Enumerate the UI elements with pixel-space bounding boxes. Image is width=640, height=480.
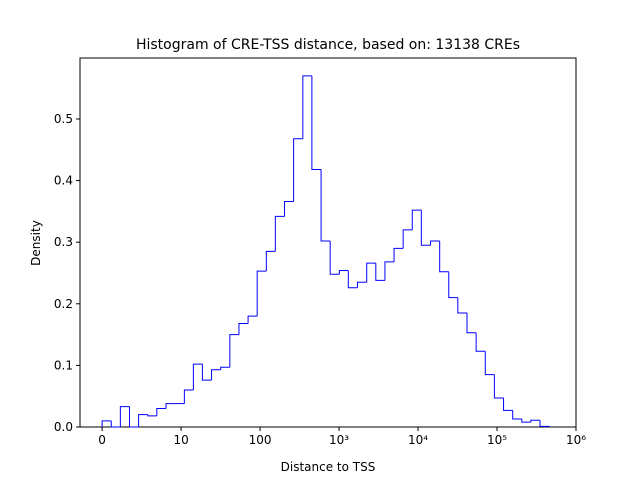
histogram-bin (129, 406, 139, 428)
histogram-bin (475, 332, 486, 352)
y-tick-label: 0.0 (54, 420, 73, 434)
histogram-bin (539, 420, 550, 427)
histogram-bin (119, 406, 130, 427)
histogram-bin (165, 403, 176, 409)
histogram-bin (201, 364, 212, 381)
histogram-bin (284, 201, 294, 217)
histogram-bin (311, 75, 322, 171)
y-tick-label: 0.5 (54, 112, 73, 126)
histogram-bin (420, 210, 431, 246)
histogram-bin (521, 418, 531, 423)
histogram-bin (393, 247, 404, 262)
histogram-bin (220, 366, 230, 370)
x-tick-label: 10³ (329, 433, 349, 447)
histogram-bin (156, 408, 167, 416)
histogram-bin (302, 75, 312, 139)
y-tick-label: 0.1 (54, 358, 73, 372)
histogram-bin (430, 240, 440, 246)
histogram-bin (256, 270, 267, 317)
y-tick-label: 0.3 (54, 235, 73, 249)
histogram-bin (183, 389, 194, 404)
y-tick-label: 0.2 (54, 297, 73, 311)
x-tick-label: 100 (249, 433, 272, 447)
y-axis-label: Density (29, 220, 43, 266)
histogram-bin (147, 414, 157, 417)
x-tick-label: 10⁶ (566, 433, 586, 447)
histogram-bin (411, 209, 422, 230)
x-tick-label: 10⁵ (487, 433, 507, 447)
histogram-bin (338, 270, 349, 275)
histogram-bin (484, 351, 495, 376)
histogram-bin (503, 398, 513, 411)
histogram-bin (229, 334, 239, 368)
y-tick-label: 0.4 (54, 174, 73, 188)
histogram-bin (192, 363, 203, 391)
histogram-bin (384, 261, 395, 281)
histogram-bin (457, 297, 468, 314)
histogram-bin (247, 315, 258, 324)
histogram-bin (238, 323, 249, 335)
histogram-bin (530, 419, 540, 423)
histogram-bin (402, 229, 413, 249)
x-tick-label: 10⁴ (408, 433, 428, 447)
histogram-bin (347, 270, 358, 289)
histogram-bin (466, 313, 477, 334)
histogram-bin (211, 369, 221, 381)
histogram-bin (110, 420, 121, 428)
plot-frame (79, 57, 577, 428)
histogram-bin (375, 263, 385, 281)
x-tick-label: 10 (173, 433, 188, 447)
histogram-bin (366, 262, 376, 283)
histogram-bin (265, 250, 276, 272)
x-tick-label: 0 (98, 433, 106, 447)
histogram-bin (493, 374, 504, 399)
histogram-bin (329, 240, 340, 275)
histogram-bin (439, 240, 449, 273)
histogram-bin (101, 420, 112, 427)
histogram-bin (274, 215, 285, 252)
histogram-bin (320, 169, 331, 242)
x-axis-label: Distance to TSS (281, 460, 376, 474)
histogram-bin (293, 138, 303, 202)
histogram-bin (138, 414, 148, 427)
histogram-bin (356, 281, 367, 288)
histogram-bin (512, 410, 522, 420)
histogram-bin (448, 271, 458, 299)
chart-title: Histogram of CRE-TSS distance, based on:… (136, 37, 520, 53)
